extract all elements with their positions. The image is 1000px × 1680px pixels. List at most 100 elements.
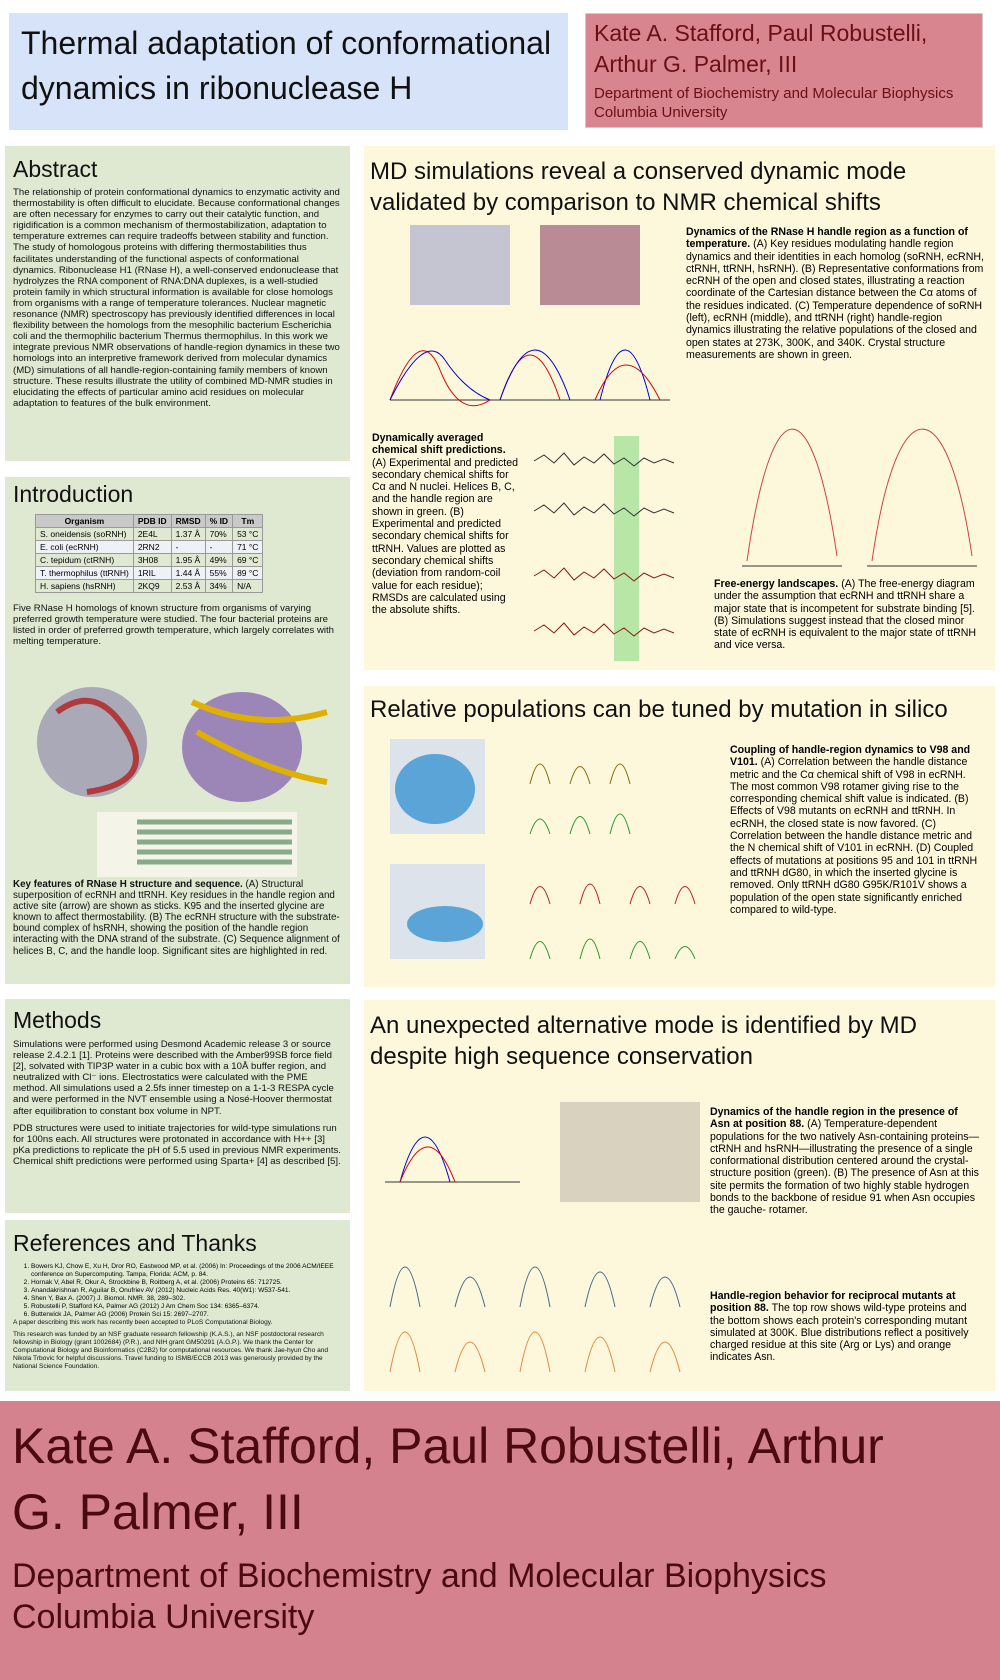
distribution: [599, 349, 651, 401]
energy-figure: [742, 428, 977, 567]
table-header-cell: Tm: [232, 514, 264, 528]
table-header-cell: RMSD: [170, 514, 206, 528]
methods-panel: Methods Simulations were performed using…: [5, 999, 350, 1213]
table-cell: 34%: [204, 579, 234, 593]
helix: [55, 697, 139, 795]
distribution: [399, 1146, 456, 1183]
table-row: T. thermophilus (ttRNH) 1RIL 1.44 Å 55% 89 °…: [35, 566, 264, 580]
energy-curve: [746, 428, 838, 562]
distribution: [389, 1266, 681, 1308]
point-cloud: [407, 906, 483, 942]
handle-figure: [389, 225, 670, 407]
heading: MD simulations reveal a conserved dynami…: [370, 158, 907, 216]
table-header-row: Organism PDB ID RMSD% ID Tm: [35, 514, 264, 528]
md-panel: MD simulations reveal a conserved dynami…: [364, 146, 995, 670]
trace: [533, 502, 675, 517]
intro-text: Five RNase H homologs of known structure…: [13, 603, 335, 648]
reference: Butterwick JA, Palmer AG (2006) Protein …: [31, 1311, 342, 1319]
trace: [533, 452, 675, 467]
table-cell: 71 °C: [232, 540, 264, 554]
caption: (A) Experimental and predicted secondary…: [372, 456, 519, 617]
caption: (A) Key residues modulating handle regio…: [686, 238, 984, 361]
table-cell: H. sapiens (hsRNH): [35, 579, 134, 593]
distribution: [389, 350, 491, 407]
methods-text: Simulations were performed using Desmond…: [13, 1039, 334, 1117]
table-cell: 2RN2: [132, 540, 172, 554]
university: Columbia University: [12, 1598, 315, 1636]
note: A paper describing this work has recentl…: [13, 1319, 273, 1326]
table-cell: 2.53 Å: [170, 579, 206, 593]
table-cell: T. thermophilus (ttRNH): [35, 566, 134, 580]
distribution: [399, 1136, 451, 1183]
distribution: [389, 1331, 681, 1373]
heading: References and Thanks: [13, 1230, 257, 1256]
table-row: S. oneidensis (soRNH) 2E4L 1.37 Å 70% 53 °C: [35, 527, 264, 541]
table-header-cell: % ID: [204, 514, 234, 528]
table-cell: 3H08: [132, 553, 172, 567]
table-cell: C. tepidum (ctRNH): [35, 553, 134, 567]
mutation-figure: [390, 739, 696, 960]
reference: Anandakrishnan R, Aguilar B, Onufriev AV…: [31, 1287, 342, 1295]
heading: Methods: [13, 1007, 102, 1033]
distribution: [594, 364, 661, 401]
caption-title: Key features of RNase H structure and se…: [13, 879, 243, 890]
reference-list: Bowers KJ, Chow E, Xu H, Dror RO, Eastwo…: [13, 1263, 342, 1319]
point-cloud: [395, 754, 475, 824]
reference: Robustelli P, Stafford KA, Palmer AG (20…: [31, 1303, 342, 1311]
caption: (A) The free-energy diagram under the as…: [714, 578, 977, 652]
table-cell: 1.37 Å: [170, 527, 206, 541]
distribution: [529, 813, 631, 835]
caption-title: Dynamically averaged chemical shift pred…: [372, 432, 506, 457]
abstract-panel: Abstract The relationship of protein con…: [5, 146, 350, 461]
structure-image: [560, 1102, 700, 1202]
table-cell: 2KQ9: [132, 579, 172, 593]
table-cell: N/A: [232, 579, 264, 593]
footer-banner: Kate A. Stafford, Paul Robustelli, Arthu…: [0, 1401, 1000, 1680]
trace: [533, 567, 675, 582]
author-box: Kate A. Stafford, Paul Robustelli, Arthu…: [585, 13, 983, 128]
table-cell: 1.95 Å: [170, 553, 206, 567]
table-cell: 53 °C: [232, 527, 264, 541]
energy-curve: [871, 428, 973, 562]
table-cell: 70%: [204, 527, 234, 541]
heading: Abstract: [13, 156, 98, 182]
distribution: [529, 938, 696, 960]
reference: Shen Y, Bax A. (2007) J. Biomol. NMR. 38…: [31, 1295, 342, 1303]
caption: The top row shows wild-type proteins and…: [710, 1302, 969, 1364]
handle-highlight: [614, 436, 639, 661]
intro-panel: Introduction Organism PDB ID RMSD% ID Tm S. …: [5, 477, 350, 984]
table-row: E. coli (ecRNH) 2RN2- -71 °C: [35, 540, 264, 554]
title-box: Thermal adaptation of conformational dyn…: [9, 13, 568, 130]
caption: (A) Structural superposition of ecRNH an…: [13, 879, 340, 957]
table-row: H. sapiens (hsRNH) 2KQ9 2.53 Å 34% N/A: [35, 579, 264, 593]
heading: Introduction: [13, 481, 134, 507]
distribution: [529, 763, 631, 785]
table-cell: 2E4L: [132, 527, 172, 541]
homolog-table: Organism PDB ID RMSD% ID Tm S. oneidensis (s…: [35, 514, 264, 593]
table-cell: 89 °C: [232, 566, 264, 580]
distribution: [499, 349, 571, 401]
department: Department of Biochemistry and Molecular…: [12, 1557, 827, 1595]
table-row: C. tepidum (ctRNH) 3H08 1.95 Å 49% 69 °C: [35, 553, 264, 567]
authors: Kate A. Stafford, Paul Robustelli, Arthu…: [12, 1418, 884, 1540]
protein-shape: [37, 687, 147, 797]
caption-title: Dynamics of the handle region in the pre…: [710, 1106, 958, 1131]
table-cell: E. coli (ecRNH): [35, 540, 134, 554]
table-cell: S. oneidensis (soRNH): [35, 527, 134, 541]
table-header-cell: PDB ID: [132, 514, 172, 528]
abstract-text: The relationship of protein conformation…: [13, 187, 340, 409]
caption-title: Handle-region behavior for reciprocal mu…: [710, 1290, 956, 1315]
heading: An unexpected alternative mode is identi…: [370, 1012, 917, 1070]
structure-image: [410, 225, 510, 305]
table-cell: -: [204, 540, 234, 554]
trace: [533, 622, 675, 637]
dna: [190, 699, 328, 785]
caption: (A) Correlation between the handle dista…: [730, 756, 978, 916]
table-cell: 55%: [204, 566, 234, 580]
authors: Kate A. Stafford, Paul Robustelli, Arthu…: [594, 20, 928, 77]
title: Thermal adaptation of conformational dyn…: [21, 25, 552, 106]
caption-title: Coupling of handle-region dynamics to V9…: [730, 744, 971, 769]
distribution: [389, 350, 491, 401]
unexpected-panel: An unexpected alternative mode is identi…: [364, 1000, 995, 1391]
